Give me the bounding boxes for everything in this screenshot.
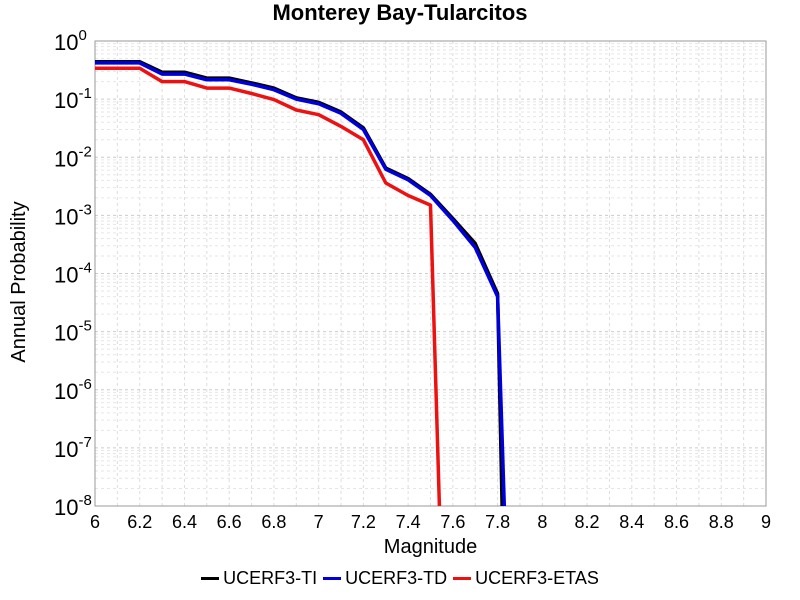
legend-item-td: UCERF3-TD [323,568,447,589]
legend: UCERF3-TI UCERF3-TD UCERF3-ETAS [0,568,800,589]
y-tick-exponent: 0 [78,27,86,44]
y-tick-exponent: -4 [78,260,91,277]
series-layer [95,59,507,507]
chart-title: Monterey Bay-Tularcitos [272,0,528,25]
x-tick-label: 8.4 [619,512,644,532]
x-tick-label: 6 [90,512,100,532]
x-tick-label: 8.6 [664,512,689,532]
legend-label-ti: UCERF3-TI [223,568,318,588]
x-tick-label: 7 [314,512,324,532]
grid [94,41,767,507]
legend-item-etas: UCERF3-ETAS [453,568,599,589]
y-tick-exponent: -6 [78,376,91,393]
series-line-etas [95,66,442,507]
legend-label-td: UCERF3-TD [345,568,448,588]
y-axis-label: Annual Probability [8,201,30,363]
y-tick-label: 10-3 [54,201,92,229]
y-tick-exponent: -5 [78,318,91,335]
x-tick-label: 8.2 [575,512,600,532]
x-axis-ticks: 6 6.2 6.4 6.6 6.8 7 7.2 7.4 7.6 7.8 8 8.2 8.4 8.6 8.8 9 [90,512,771,532]
y-tick-label: 10-1 [54,85,92,113]
y-tick-label: 10-2 [54,143,92,171]
x-tick-label: 6.2 [127,512,152,532]
x-tick-label: 7.8 [485,512,510,532]
y-tick-exponent: -2 [78,143,91,160]
x-tick-label: 6.8 [261,512,286,532]
x-tick-label: 7.6 [440,512,465,532]
x-tick-label: 6.6 [217,512,242,532]
y-tick-exponent: -7 [78,434,91,451]
series-line-td [95,61,507,507]
y-tick-label: 10-5 [54,318,92,346]
series-line-ti [95,59,504,507]
legend-label-etas: UCERF3-ETAS [475,568,599,588]
legend-swatch-ti [201,577,220,580]
x-tick-label: 7.2 [351,512,376,532]
x-tick-label: 8.8 [709,512,734,532]
x-tick-label: 7.4 [396,512,421,532]
y-tick-exponent: -1 [78,85,91,102]
y-tick-label: 10-4 [54,260,92,288]
y-tick-label: 10-6 [54,376,92,404]
legend-swatch-td [323,577,342,580]
y-tick-label: 100 [54,27,87,55]
legend-swatch-etas [453,577,472,580]
y-axis-ticks: 100 10-1 10-2 10-3 10-4 10-5 10-6 10-7 10-8 [54,27,92,520]
y-tick-exponent: -8 [78,492,91,509]
legend-item-ti: UCERF3-TI [201,568,317,589]
y-tick-label: 10-7 [54,434,92,462]
y-tick-exponent: -3 [78,201,91,218]
x-tick-label: 6.4 [172,512,197,532]
x-tick-label: 9 [761,512,771,532]
plot-frame [94,40,767,507]
x-axis-label: Magnitude [383,536,478,558]
x-tick-label: 8 [537,512,547,532]
y-tick-label: 10-8 [54,492,92,520]
